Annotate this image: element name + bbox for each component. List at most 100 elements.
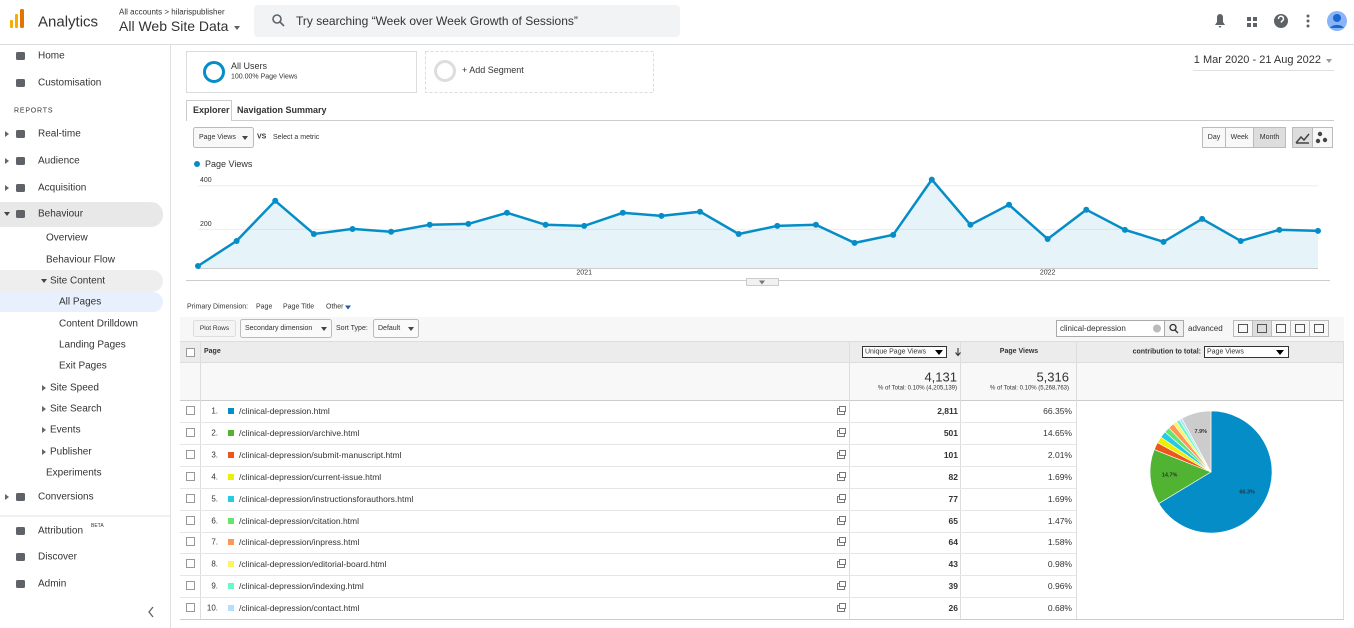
add-segment-card[interactable] <box>425 51 654 93</box>
help-icon[interactable] <box>1274 14 1288 28</box>
page-link[interactable]: /clinical-depression/archive.html <box>239 428 360 438</box>
row-checkbox[interactable] <box>186 472 195 481</box>
nav-item[interactable]: Acquisition <box>38 183 86 194</box>
row-checkbox[interactable] <box>186 603 195 612</box>
page-link[interactable]: /clinical-depression/citation.html <box>239 516 359 526</box>
primary-dimension-option[interactable]: Page Title <box>283 304 314 311</box>
row-checkbox[interactable] <box>186 581 195 590</box>
row-checkbox[interactable] <box>186 516 195 525</box>
sort-type-dropdown[interactable] <box>373 319 419 338</box>
total-detail: % of Total: 0.10% (4,205,139) <box>878 386 957 392</box>
nav-item[interactable]: Site Speed <box>50 383 99 394</box>
nav-item[interactable]: Conversions <box>38 492 94 503</box>
page-link[interactable]: /clinical-depression/submit-manuscript.h… <box>239 450 402 460</box>
nav-item[interactable]: Real-time <box>38 129 81 140</box>
nav-item[interactable]: All Pages <box>59 297 101 308</box>
tab[interactable]: Explorer <box>193 105 230 115</box>
plot-rows-button[interactable] <box>193 320 236 337</box>
secondary-dimension-dropdown[interactable] <box>240 319 332 338</box>
contribution-dropdown[interactable] <box>1204 346 1289 358</box>
select-all-checkbox[interactable] <box>186 348 195 357</box>
row-checkbox[interactable] <box>186 428 195 437</box>
page-link[interactable]: /clinical-depression/instructionsforauth… <box>239 494 413 504</box>
nav-item[interactable]: Behaviour Flow <box>46 255 116 266</box>
add-segment-ring <box>434 60 456 82</box>
nav-item[interactable]: Exit Pages <box>59 361 107 372</box>
nav-item[interactable]: Site Search <box>50 404 102 415</box>
menu-icon[interactable] <box>1306 24 1310 28</box>
nav-item[interactable]: Discover <box>38 552 78 563</box>
row-checkbox[interactable] <box>186 537 195 546</box>
primary-dimension-option[interactable]: Other <box>326 304 344 311</box>
apps-icon[interactable] <box>1247 17 1251 21</box>
collapse-nav[interactable] <box>148 606 154 618</box>
chart-type-button[interactable] <box>1312 127 1333 148</box>
row-checkbox[interactable] <box>186 559 195 568</box>
view-button[interactable] <box>1233 320 1253 337</box>
row-checkbox[interactable] <box>186 494 195 503</box>
nav-item[interactable]: Admin <box>38 579 66 590</box>
view-button[interactable] <box>1271 320 1291 337</box>
row-checkbox[interactable] <box>186 406 195 415</box>
breadcrumb[interactable]: All accounts > hilarispublisher <box>119 8 225 17</box>
menu-icon[interactable] <box>1306 14 1310 18</box>
nav-item[interactable]: Behaviour <box>38 209 84 220</box>
nav-item[interactable]: Publisher <box>50 447 92 458</box>
menu-icon[interactable] <box>1306 19 1310 23</box>
select-metric[interactable]: Select a metric <box>273 134 320 141</box>
nav-item[interactable]: Attribution <box>38 526 83 537</box>
search-box[interactable] <box>254 5 680 37</box>
sort-direction[interactable] <box>955 348 961 357</box>
page-link[interactable]: /clinical-depression/inpress.html <box>239 537 360 547</box>
nav-icon <box>16 210 25 218</box>
nav-expand-arrow <box>5 158 9 164</box>
unique-page-views: 64 <box>949 537 959 547</box>
page-link[interactable]: /clinical-depression/editorial-board.htm… <box>239 559 387 569</box>
metric-dropdown[interactable] <box>193 127 254 148</box>
apps-icon[interactable] <box>1247 23 1251 27</box>
search-icon <box>279 21 285 27</box>
view-button[interactable] <box>1290 320 1310 337</box>
advanced-filter[interactable]: advanced <box>1188 324 1223 333</box>
pie-label: 66.3% <box>1239 489 1255 495</box>
nav-item[interactable]: Landing Pages <box>59 340 126 351</box>
property-selector[interactable]: All Web Site Data <box>119 18 229 34</box>
segment-card[interactable] <box>186 51 417 93</box>
view-icon <box>1276 324 1286 333</box>
notifications-icon[interactable] <box>1215 14 1225 28</box>
nav-item[interactable]: Content Drilldown <box>59 319 138 330</box>
row-index: 7. <box>211 538 218 547</box>
nav-item[interactable]: Customisation <box>38 78 101 89</box>
nav-item[interactable]: Home <box>38 51 65 62</box>
data-point <box>426 221 433 228</box>
filter-search-icon <box>1169 323 1177 332</box>
open-page-icon <box>839 428 846 434</box>
nav-item[interactable]: Overview <box>46 233 88 244</box>
nav-item[interactable]: Audience <box>38 156 80 167</box>
view-button[interactable] <box>1252 320 1272 337</box>
nav-item[interactable]: Experiments <box>46 468 102 479</box>
date-range[interactable]: 1 Mar 2020 - 21 Aug 2022 <box>1194 54 1321 66</box>
tab[interactable]: Navigation Summary <box>237 105 327 115</box>
nav-expand-arrow <box>42 406 46 412</box>
contribution-caret <box>1276 350 1284 355</box>
page-link[interactable]: /clinical-depression.html <box>239 406 330 416</box>
apps-icon[interactable] <box>1253 17 1257 21</box>
nav-item[interactable]: Events <box>50 425 81 436</box>
sort-metric-dropdown[interactable] <box>862 346 947 358</box>
primary-dimension-option[interactable]: Page <box>256 304 272 311</box>
beta-badge: BETA <box>91 523 104 529</box>
open-page-icon <box>839 450 846 456</box>
row-checkbox[interactable] <box>186 450 195 459</box>
apps-icon[interactable] <box>1253 23 1257 27</box>
nav-item[interactable]: Site Content <box>50 276 105 287</box>
view-button[interactable] <box>1309 320 1329 337</box>
metric-dropdown-label: Page Views <box>199 134 236 141</box>
granularity-button[interactable] <box>1253 127 1286 148</box>
page-link[interactable]: /clinical-depression/indexing.html <box>239 581 364 591</box>
row-index: 6. <box>211 517 218 526</box>
page-link[interactable]: /clinical-depression/contact.html <box>239 603 360 613</box>
page-link[interactable]: /clinical-depression/current-issue.html <box>239 472 381 482</box>
filter-search-button[interactable] <box>1164 320 1184 337</box>
filter-clear[interactable] <box>1153 324 1161 333</box>
